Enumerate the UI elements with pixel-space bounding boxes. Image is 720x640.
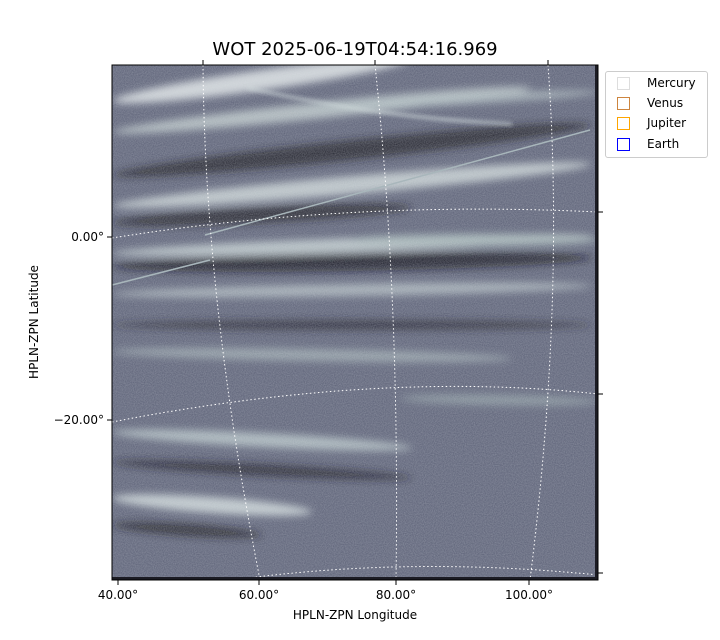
legend-item-earth: Earth [617, 135, 679, 153]
legend-swatch [617, 137, 630, 151]
x-tick-label: 100.00° [505, 588, 553, 602]
legend-item-venus: Venus [617, 94, 683, 112]
chart-title: WOT 2025-06-19T04:54:16.969 [212, 39, 498, 60]
x-axis-label: HPLN-ZPN Longitude [292, 608, 418, 622]
legend-item-jupiter: Jupiter [617, 114, 686, 132]
legend-label: Earth [647, 137, 680, 151]
y-tick-label: −20.00° [53, 413, 104, 427]
y-tick-label: 0.00° [71, 230, 104, 244]
y-axis-label: HPLN-ZPN Latitude [27, 265, 41, 379]
axis-ticks [107, 60, 603, 585]
legend: Mercury Venus Jupiter Earth [605, 71, 708, 158]
legend-item-mercury: Mercury [617, 74, 696, 92]
x-tick-label: 40.00° [97, 588, 139, 602]
legend-swatch [617, 116, 630, 130]
x-tick-label: 80.00° [375, 588, 417, 602]
x-tick-label: 60.00° [238, 588, 280, 602]
solar-image [112, 65, 598, 580]
legend-swatch [617, 76, 630, 90]
legend-swatch [617, 96, 630, 110]
coordinate-grid [112, 65, 598, 580]
legend-label: Jupiter [647, 116, 687, 130]
legend-label: Mercury [647, 76, 696, 90]
legend-label: Venus [647, 96, 684, 110]
